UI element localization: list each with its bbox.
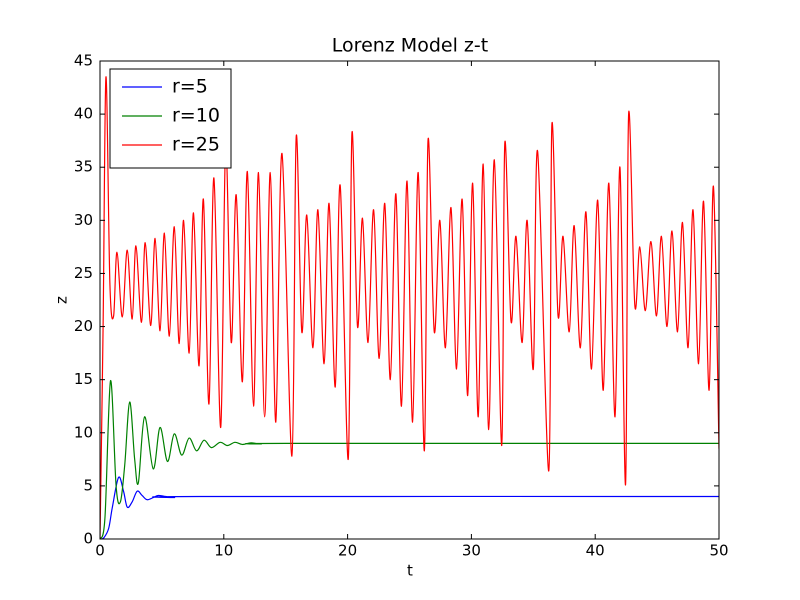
y-axis-label: z [53,296,71,304]
series-line [100,380,719,539]
legend-label: r=5 [172,76,208,98]
series-line [100,76,719,539]
legend: r=5 r=10 r=25 [109,68,232,169]
plot-frame [99,60,720,540]
y-tick-label: 40 [74,105,93,123]
axes: 0 10 20 30 40 50 0 5 10 15 20 25 30 35 40 45 [74,52,729,560]
y-tick-label: 15 [74,370,93,388]
series-line [100,476,719,539]
y-tick-label: 0 [83,530,93,548]
chart-title: Lorenz Model z-t [332,35,488,57]
y-tick-label: 45 [74,52,93,70]
x-tick-label: 0 [95,542,105,560]
plot-lines [100,76,719,539]
x-tick-label: 50 [709,542,728,560]
y-tick-label: 5 [83,476,93,494]
y-tick-label: 35 [74,158,93,176]
y-tick-label: 30 [74,211,93,229]
legend-label: r=25 [172,134,220,156]
legend-label: r=10 [172,105,220,127]
x-tick-label: 10 [214,542,233,560]
legend-box [109,68,232,169]
y-tick-label: 20 [74,317,93,335]
y-tick-label: 10 [74,423,93,441]
x-tick-label: 30 [462,542,481,560]
y-tick-label: 25 [74,264,93,282]
x-tick-label: 20 [338,542,357,560]
x-tick-label: 40 [586,542,605,560]
x-axis-label: t [407,562,413,580]
